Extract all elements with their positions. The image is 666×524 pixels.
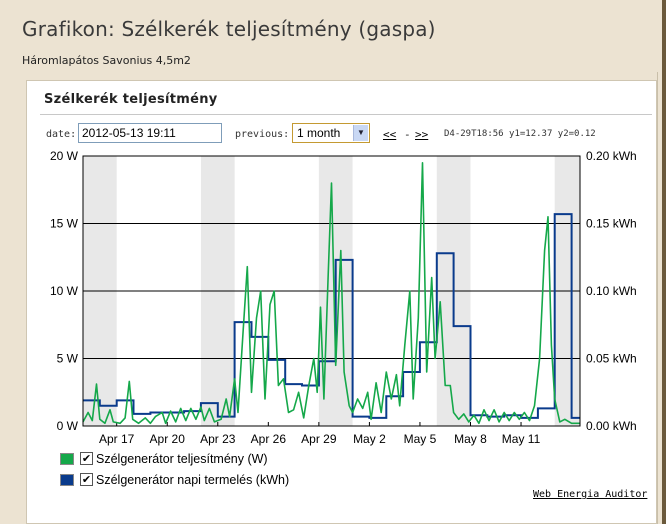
y-right-tick-label: 0.10 kWh	[586, 284, 637, 298]
x-tick-label: Apr 26	[251, 432, 287, 446]
y-right-tick-label: 0.15 kWh	[586, 217, 637, 231]
axis-labels: 0 W 5 W 10 W 15 W 20 W 0.00 kWh 0.05 kWh 0.10 k…	[50, 149, 637, 446]
title-divider	[40, 114, 652, 115]
widget-title: Szélkerék teljesítmény	[44, 92, 218, 107]
nav-separator: -	[404, 128, 411, 141]
legend-swatch-power	[60, 453, 74, 465]
y-right-tick-label: 0.00 kWh	[586, 419, 637, 433]
nav-forward-link[interactable]: >>	[415, 128, 429, 141]
legend-checkbox-daily[interactable]: ✔	[80, 473, 93, 486]
y-left-tick-label: 5 W	[57, 352, 79, 366]
legend-label-power: Szélgenerátor teljesítmény (W)	[96, 452, 268, 466]
period-select-value: 1 month	[297, 126, 341, 140]
x-tick-label: May 5	[404, 432, 437, 446]
x-tick-label: Apr 20	[150, 432, 186, 446]
x-tick-label: Apr 17	[99, 432, 135, 446]
y-left-tick-label: 15 W	[50, 217, 79, 231]
power-line	[82, 162, 580, 425]
chart-series	[82, 162, 580, 425]
web-energia-auditor-link[interactable]: Web Energia Auditor	[533, 489, 648, 500]
date-input[interactable]: 2012-05-13 19:11	[78, 123, 222, 143]
y-left-tick-label: 10 W	[50, 284, 79, 298]
nav-back-link[interactable]: <<	[383, 128, 397, 141]
x-tick-label: Apr 23	[200, 432, 236, 446]
y-right-tick-label: 0.05 kWh	[586, 352, 637, 366]
previous-label: previous:	[235, 129, 290, 140]
chevron-down-icon[interactable]: ▼	[353, 125, 368, 141]
x-tick-label: May 11	[502, 432, 541, 446]
legend-label-daily: Szélgenerátor napi termelés (kWh)	[96, 473, 290, 487]
x-tick-label: Apr 29	[301, 432, 337, 446]
page-subtitle: Háromlapátos Savonius 4,5m2	[22, 54, 191, 67]
page-title: Grafikon: Szélkerék teljesítmény (gaspa)	[22, 17, 436, 41]
date-label: date:	[46, 129, 77, 140]
content-divider	[657, 72, 658, 524]
cursor-readout: D4-29T18:56 y1=12.37 y2=0.12	[444, 129, 596, 139]
y-left-tick-label: 20 W	[50, 149, 79, 163]
y-right-tick-label: 0.20 kWh	[586, 149, 637, 163]
y-left-tick-label: 0 W	[57, 419, 79, 433]
legend-checkbox-power[interactable]: ✔	[80, 452, 93, 465]
legend-swatch-daily	[60, 474, 74, 486]
window-edge	[662, 0, 666, 524]
x-tick-label: May 8	[454, 432, 487, 446]
period-select[interactable]: 1 month ▼	[292, 123, 370, 143]
x-tick-label: May 2	[353, 432, 386, 446]
page-header: Grafikon: Szélkerék teljesítmény (gaspa)…	[0, 0, 666, 82]
chart-grid	[83, 223, 580, 426]
plot-frame	[82, 155, 581, 427]
